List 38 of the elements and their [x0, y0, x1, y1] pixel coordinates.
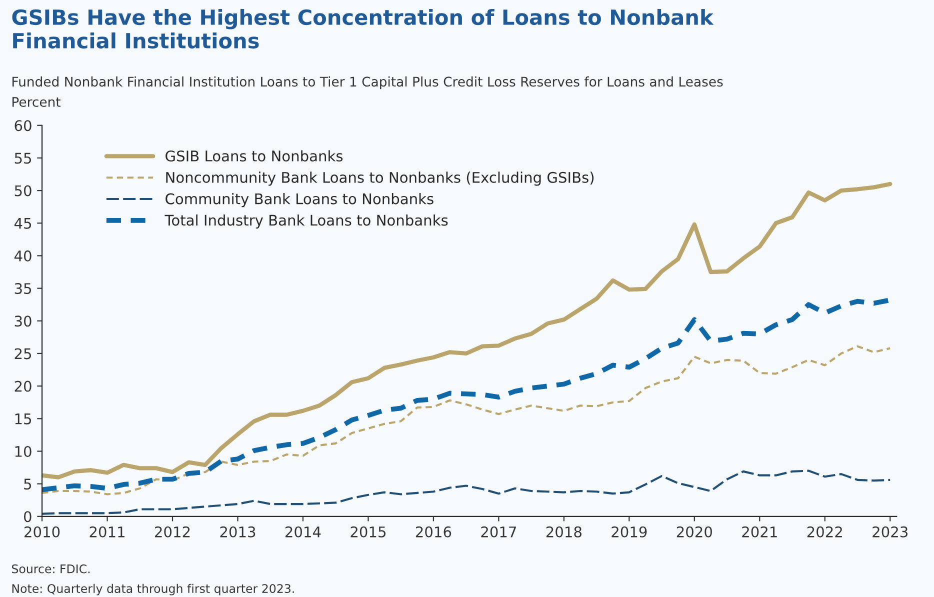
x-tick-label: 2014	[285, 526, 321, 538]
y-tick-label: 55	[14, 152, 32, 164]
x-tick-label: 2010	[24, 526, 60, 538]
x-tick-label: 2019	[612, 526, 647, 538]
y-tick-label: 20	[14, 380, 32, 392]
source-note: Source: FDIC.	[12, 564, 90, 574]
y-axis-title: Percent	[12, 97, 61, 107]
line-series	[42, 470, 892, 515]
x-tick-label: 2018	[546, 526, 582, 538]
legend-label: Total Industry Bank Loans to Nonbanks	[164, 214, 448, 229]
x-tick-label: 2016	[416, 526, 452, 538]
x-tick-label: 2015	[350, 526, 386, 538]
y-tick-label: 60	[14, 120, 32, 132]
x-tick-label: 2013	[220, 526, 256, 538]
chart-title: GSIBs Have the Highest Concentration of Loans to Nonbank Financial Institutions	[12, 8, 714, 49]
text: Note: Quarterly data through first quarter 2023.	[12, 584, 294, 596]
legend-label: Noncommunity Bank Loans to Nonbanks (Excluding GSIBs)	[166, 172, 594, 186]
y-tick-label: 50	[14, 185, 32, 196]
x-tick-label: 2023	[872, 526, 908, 538]
chart-subtitle: Funded Nonbank Financial Institution Loans to Tier 1 Capital Plus Credit Loss Reserves for Loans and Leases	[12, 76, 723, 90]
y-tick-label: 40	[14, 250, 32, 262]
x-tick-label: 2022	[807, 526, 842, 538]
legend-label: Community Bank Loans to Nonbanks	[166, 193, 434, 208]
y-tick-label: 45	[14, 218, 32, 229]
x-tick-label: 2012	[155, 526, 190, 538]
y-tick-label: 10	[15, 446, 32, 457]
y-tick-label: 25	[14, 348, 32, 360]
x-tick-label: 2011	[90, 526, 124, 538]
line-series	[42, 345, 892, 496]
x-tick-label: 2020	[676, 526, 712, 538]
x-tick-label: 2021	[742, 526, 777, 538]
y-tick-label: 35	[14, 283, 32, 294]
y-tick-label: 5	[24, 478, 32, 490]
y-tick-label: 30	[14, 316, 32, 327]
x-tick-label: 2017	[481, 526, 516, 538]
legend-label: GSIB Loans to Nonbanks	[166, 150, 343, 162]
y-tick-label: 15	[15, 414, 32, 424]
y-tick-label: 0	[24, 511, 32, 522]
